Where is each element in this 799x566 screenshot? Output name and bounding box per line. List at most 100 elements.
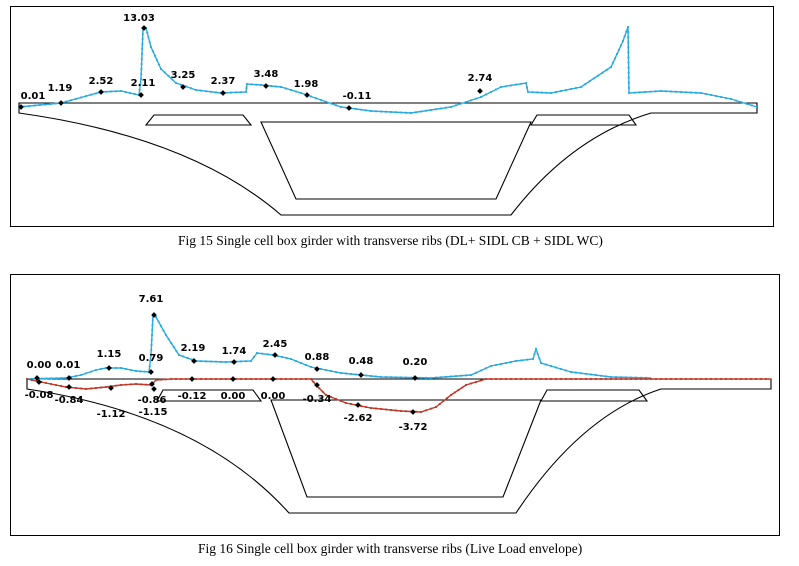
min-curve-marker xyxy=(114,384,118,387)
max-curve-marker xyxy=(134,369,138,373)
dl-curve-marker xyxy=(138,88,141,91)
min-curve-marker xyxy=(569,377,573,381)
min-curve-marker xyxy=(734,377,738,381)
max-curve-marker xyxy=(369,374,373,378)
min-curve-marker xyxy=(574,377,578,381)
max-curve-marker xyxy=(182,355,185,358)
min-curve-marker xyxy=(559,377,563,381)
dl-curve-marker xyxy=(584,83,587,86)
dl-curve-marker xyxy=(89,93,93,96)
min-curve-marker xyxy=(179,377,183,381)
min-curve-marker xyxy=(329,395,333,399)
dl-curve-marker xyxy=(319,98,323,102)
max-curve-marker xyxy=(204,360,208,363)
min-curve-marker xyxy=(709,377,713,381)
min-curve-marker xyxy=(549,377,553,381)
min-curve-marker xyxy=(446,396,449,400)
max-curve-marker xyxy=(129,368,133,372)
dl-curve-marker xyxy=(597,74,600,77)
max-curve-marker xyxy=(349,372,353,376)
f16-min-point-marker xyxy=(149,381,155,387)
max-curve-marker xyxy=(266,353,269,356)
min-curve-marker xyxy=(639,377,643,381)
dl-curve-marker xyxy=(627,81,630,84)
dl-curve-marker xyxy=(627,41,630,44)
dl-curve-marker xyxy=(659,89,663,93)
max-curve-marker xyxy=(255,351,259,355)
dl-curve-marker xyxy=(540,91,543,94)
min-curve-marker xyxy=(434,405,438,409)
min-curve-marker xyxy=(94,386,98,390)
f15-point-marker xyxy=(58,100,64,106)
f16-min-value-label: -1.12 xyxy=(97,409,126,420)
max-curve-marker xyxy=(526,358,529,361)
dl-curve-marker xyxy=(199,89,203,92)
min-curve-marker xyxy=(644,377,648,381)
dl-curve-marker xyxy=(148,41,151,44)
dl-curve-marker xyxy=(499,85,503,89)
min-curve-marker xyxy=(59,384,63,388)
max-curve-marker xyxy=(119,366,123,370)
min-value-labels: -0.08 -0.84 -1.12 -0.86-1.15 -0.12 0.00 0.00 -0… xyxy=(25,376,427,433)
min-curve-marker xyxy=(119,383,123,387)
max-curve-marker xyxy=(139,370,142,373)
dl-curve-marker xyxy=(545,91,548,94)
dl-curve-marker xyxy=(626,25,630,29)
max-curve-marker xyxy=(154,315,158,319)
dl-curve-marker xyxy=(414,111,418,114)
dl-curve-marker xyxy=(309,95,313,98)
dl-curve-marker xyxy=(140,67,143,71)
max-curve-marker xyxy=(224,360,228,364)
dl-curve-marker xyxy=(464,100,468,104)
dl-curve-marker xyxy=(429,108,433,112)
max-curve-marker xyxy=(479,369,483,372)
max-curve-marker xyxy=(464,374,468,377)
inner-cell xyxy=(260,121,532,200)
dl-curve-marker xyxy=(669,90,673,93)
dl-curve-marker xyxy=(141,47,144,51)
max-value-labels: 0.00 0.01 1.15 0.79 7.61 2.19 1.74 2.45 0.88 0.48… xyxy=(27,294,427,381)
min-curve-marker xyxy=(364,405,368,409)
figure-16-panel: 0.00 0.01 1.15 0.79 7.61 2.19 1.74 2.45 0.88 0.48… xyxy=(10,274,780,536)
f16-min-point-marker xyxy=(314,382,320,388)
dl-curve-marker xyxy=(709,93,713,97)
girder-section-outline xyxy=(26,378,772,514)
max-curve-marker xyxy=(319,367,323,371)
min-curve-marker xyxy=(589,377,593,381)
max-curve-marker xyxy=(50,377,53,380)
max-curve-marker xyxy=(164,333,168,337)
max-curve-marker xyxy=(289,357,293,361)
dl-curve-marker xyxy=(638,91,641,94)
dl-curve-marker xyxy=(719,95,723,99)
dl-curve-marker xyxy=(588,80,591,83)
min-curve-marker xyxy=(259,377,263,381)
dl-curve-marker xyxy=(524,81,528,85)
dl-curve-marker xyxy=(531,91,534,94)
max-curve-marker xyxy=(151,328,154,332)
dl-curve-marker xyxy=(574,86,578,90)
dl-curve-marker xyxy=(44,103,47,106)
min-curve-marker xyxy=(744,377,748,381)
min-curve-marker xyxy=(442,399,445,403)
max-curve-marker xyxy=(379,375,383,379)
f15-point-marker xyxy=(477,88,483,94)
dl-curve-marker xyxy=(244,90,248,94)
min-curve-marker xyxy=(74,386,78,390)
f15-point-marker xyxy=(141,25,147,31)
f16-max-value-label: 1.15 xyxy=(97,349,122,360)
dl-curve-line xyxy=(18,26,758,114)
dl-curve-marker xyxy=(444,106,448,109)
min-curve-marker xyxy=(321,390,324,393)
max-curve-marker xyxy=(534,347,538,351)
max-curve-marker xyxy=(94,368,98,372)
min-curve-marker xyxy=(649,377,653,381)
min-curve-marker xyxy=(629,377,633,381)
dl-curve-marker xyxy=(399,111,403,114)
min-curve-marker xyxy=(519,377,523,381)
min-curve-marker xyxy=(214,377,218,381)
dl-curve-marker xyxy=(38,103,42,107)
f16-max-value-label: 2.19 xyxy=(181,343,206,354)
f16-max-point-marker xyxy=(148,369,154,375)
min-curve-marker xyxy=(624,377,628,381)
min-curve-marker xyxy=(144,383,148,386)
